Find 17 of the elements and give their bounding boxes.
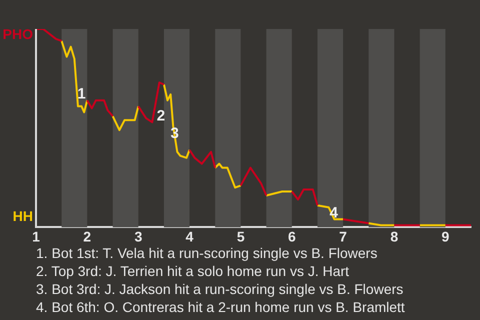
text: PHO — [2, 26, 34, 42]
text: 3. Bot 3rd: J. Jackson hit a run-scoring single vs B. Flowers — [36, 280, 404, 298]
text: HH — [12, 208, 33, 224]
annotation: 1 — [77, 86, 86, 103]
x-tick-label: 4 — [186, 228, 194, 244]
x-tick-label: 2 — [83, 228, 92, 244]
text: 1. Bot 1st: T. Vela hit a run-scoring single vs B. Flowers — [36, 244, 378, 262]
x-tick-label: 9 — [442, 228, 450, 244]
text: 4. Bot 6th: O. Contreras hit a 2-run home run vs B. Bramlett — [36, 298, 405, 316]
x-tick-label: 6 — [288, 228, 296, 244]
x-tick-label: 5 — [236, 228, 245, 244]
text: 2. Top 3rd: J. Terrien hit a solo home run vs J. Hart — [36, 262, 350, 280]
x-tick-label: 7 — [339, 228, 348, 244]
x-tick-label: 8 — [390, 228, 398, 244]
x-tick-label: 3 — [134, 228, 142, 244]
x-tick-label: 1 — [32, 228, 40, 244]
annotation: 2 — [156, 107, 166, 124]
